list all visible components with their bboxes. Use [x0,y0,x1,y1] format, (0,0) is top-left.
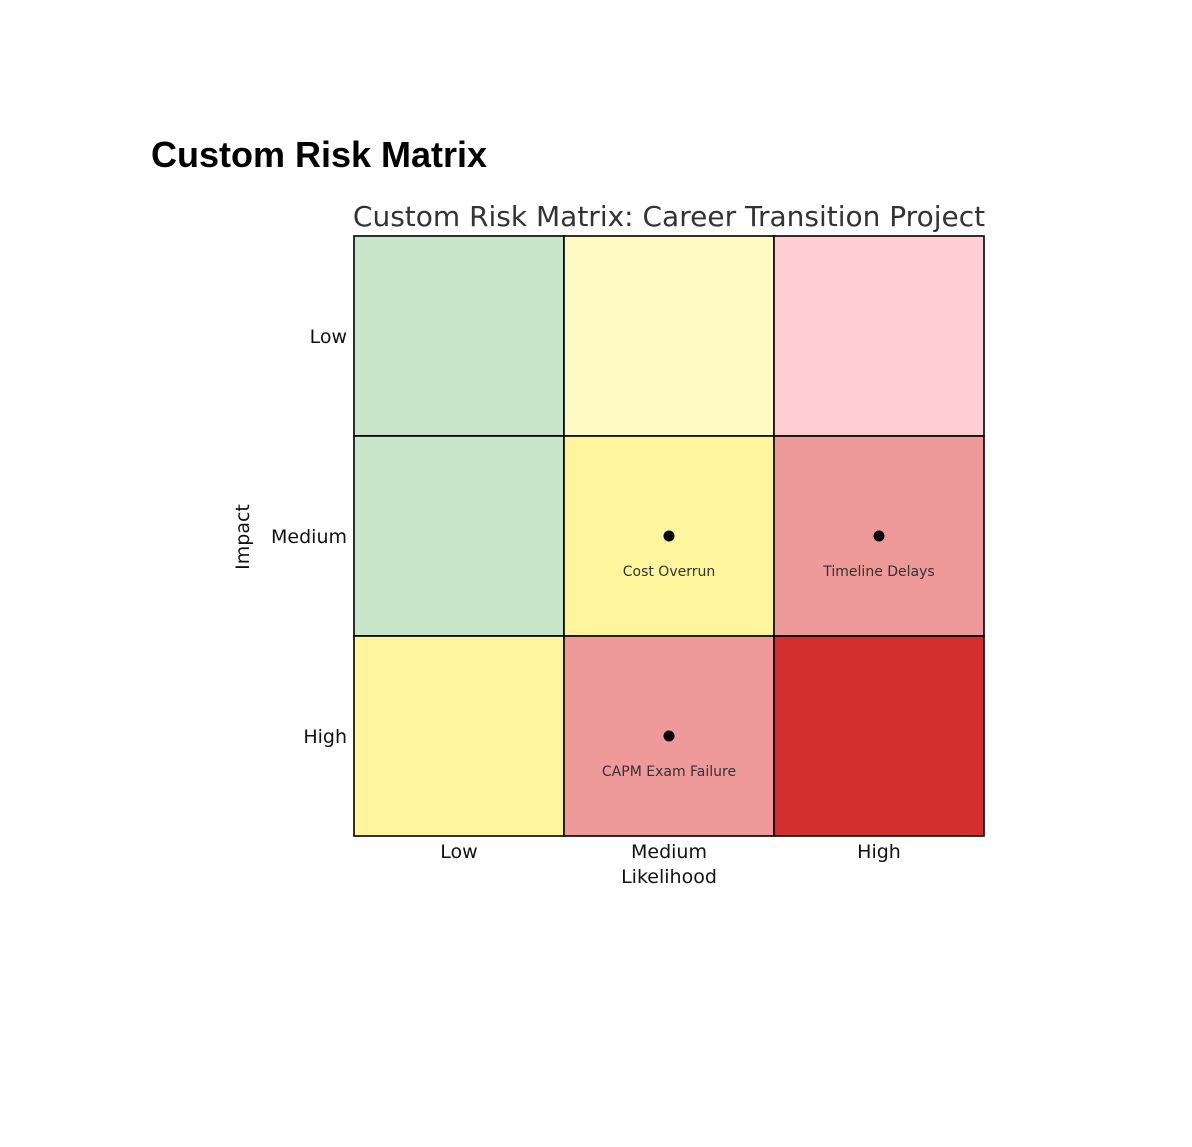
risk-point [873,530,885,542]
matrix-cell-low-impact-high-likelihood [773,235,985,437]
tick-labels: Low Medium High Low Medium High [271,326,901,863]
matrix-cell-low-impact-low-likelihood [353,235,565,437]
matrix-cell-low-impact-medium-likelihood [563,235,775,437]
matrix-cells [353,235,985,837]
page-heading: Custom Risk Matrix [151,134,488,175]
matrix-cell-high-impact-high-likelihood [773,635,985,837]
x-tick-label-low: Low [440,841,477,863]
matrix-cell-medium-impact-low-likelihood [353,435,565,637]
x-tick-label-medium: Medium [631,841,707,863]
matrix-cell-high-impact-low-likelihood [353,635,565,837]
y-tick-label-high: High [303,726,347,748]
y-tick-label-medium: Medium [271,526,347,548]
x-tick-label-high: High [857,841,901,863]
risk-point [663,730,675,742]
risk-markers: Cost Overrun Timeline Delays CAPM Exam Fai… [602,530,935,780]
y-tick-label-low: Low [310,326,347,348]
risk-label: Cost Overrun [623,564,716,580]
x-axis-label: Likelihood [621,866,717,888]
risk-label: Timeline Delays [822,564,934,580]
risk-point [663,530,675,542]
chart-title: Custom Risk Matrix: Career Transition Pr… [353,200,985,233]
y-axis-label: Impact [232,504,254,570]
risk-label: CAPM Exam Failure [602,764,736,780]
